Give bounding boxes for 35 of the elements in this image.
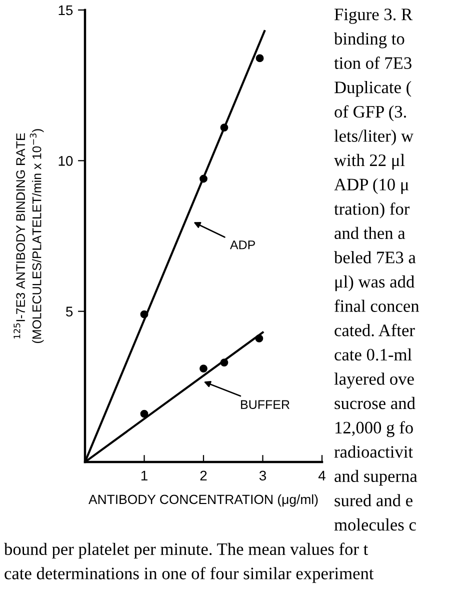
text: final concen (334, 300, 420, 312)
text: with 22 μl (334, 154, 405, 170)
text: layered ove (334, 372, 414, 388)
text: 12,000 g fo (336, 421, 413, 438)
text: and then a (334, 226, 406, 240)
text: cate determinations in one of four similar experiment (4, 566, 374, 583)
text: binding to (334, 32, 404, 48)
text: of GFP (3. (334, 105, 406, 122)
text: and superna (334, 470, 418, 486)
text: lets/liter) w (334, 130, 414, 146)
text: Duplicate ( (334, 81, 412, 97)
y-tick-label: 15 (58, 5, 73, 16)
text: tration) for (334, 202, 410, 218)
annotation: BUFFER (241, 400, 290, 409)
y-tick-label: 10 (58, 156, 73, 166)
y-tick-label: 5 (66, 306, 73, 317)
text: bound per platelet per minute. The mean values for t (4, 542, 368, 559)
text: beled 7E3 a (334, 251, 416, 264)
text: cated. After (334, 324, 415, 336)
x-tick-label: 4 (318, 470, 326, 480)
text: ADP (10 μ (334, 178, 408, 194)
text: sucrose and (334, 396, 416, 410)
x-tick-label: 3 (259, 470, 266, 481)
x-tick-label: 1 (141, 470, 148, 480)
text: tion of 7E3 (334, 56, 412, 69)
caption: Figure 3. R (334, 8, 413, 24)
annotation: ADP (230, 240, 255, 250)
text: sured and e (334, 494, 412, 506)
x-axis-title: ANTIBODY CONCENTRATION (μg/ml) (88, 494, 318, 507)
x-tick-label: 2 (200, 470, 207, 480)
y-axis-title: $^{125}$I-7E3 ANTIBODY BINDING RATE (MOLECULES/PLATELET/min x 10$^{−3}$) (14, 129, 44, 344)
text: cate 0.1-ml (334, 348, 412, 361)
text: radioactivit (334, 446, 413, 458)
text: molecules c (334, 518, 416, 531)
text: μl) was add (335, 275, 414, 292)
